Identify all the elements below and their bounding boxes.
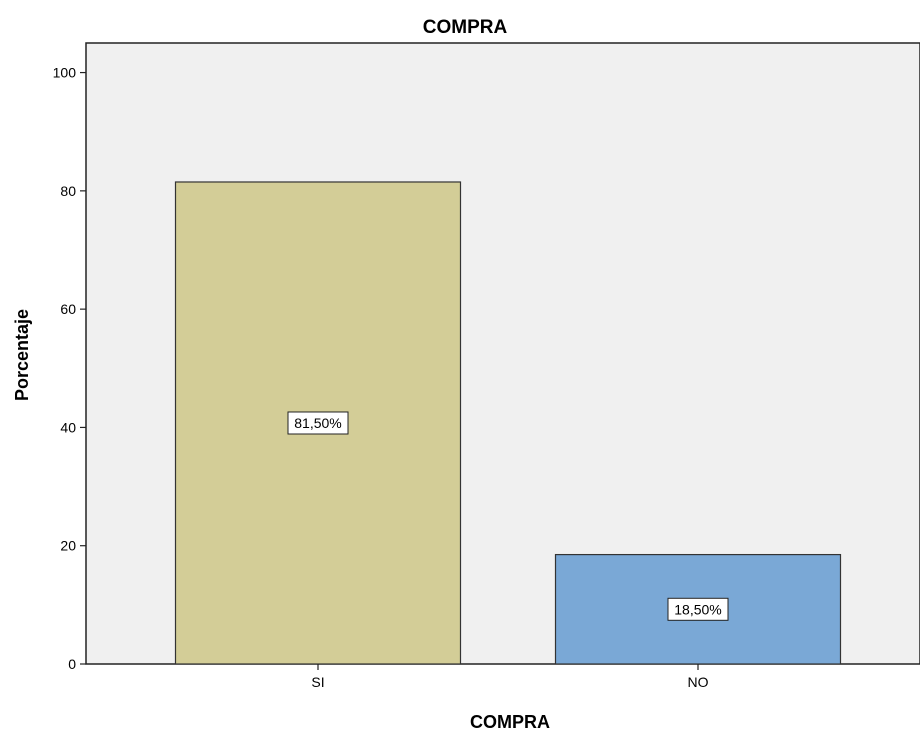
chart-title: COMPRA: [423, 17, 508, 38]
x-tick-label-si: SI: [311, 674, 324, 690]
y-tick-label-1: 20: [60, 538, 76, 554]
data-label-si: 81,50%: [294, 415, 341, 431]
y-tick-label-4: 80: [60, 183, 76, 199]
y-axis: 0 20 40 60 80 100: [53, 65, 86, 672]
data-label-box-no: [667, 597, 729, 621]
data-label-no: 18,50%: [674, 601, 721, 617]
bars: 81,50% 18,50%: [174, 181, 842, 665]
x-axis: SI NO: [311, 664, 709, 690]
x-tick-label-no: NO: [688, 674, 709, 690]
x-axis-label: COMPRA: [470, 712, 550, 730]
y-tick-label-5: 100: [53, 65, 77, 81]
y-tick-label-0: 0: [68, 656, 76, 672]
y-tick-label-3: 60: [60, 301, 76, 317]
data-label-box-si: [287, 411, 349, 435]
y-axis-label: Porcentaje: [12, 309, 32, 401]
y-tick-label-2: 40: [60, 419, 76, 435]
